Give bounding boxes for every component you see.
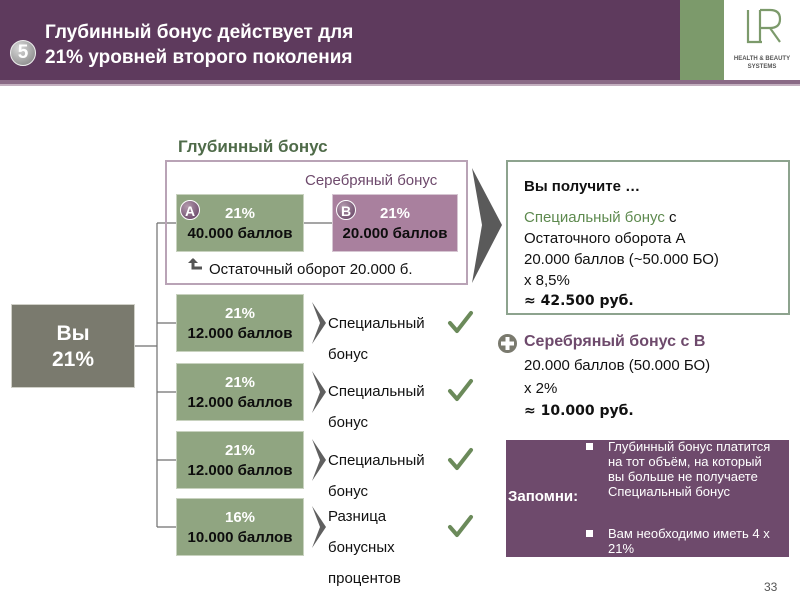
branch-3-label-line1: Специальный xyxy=(328,452,425,469)
lr-logo-mark xyxy=(746,8,782,44)
branch-4-points: 10.000 баллов xyxy=(187,529,293,546)
big-chevron-arrow-icon xyxy=(472,168,502,283)
branch-2-label-line2: бонус xyxy=(328,414,369,431)
logo-sub-line1: HEALTH & BEAUTY xyxy=(733,56,791,62)
branch-1-label-line2: бонус xyxy=(328,346,369,363)
chevron-4 xyxy=(312,506,326,548)
remember-label: Запомни: xyxy=(508,488,579,505)
bullet-square-icon xyxy=(586,443,593,450)
result-line-3: 20.000 баллов (~50.000 БО) xyxy=(524,251,719,268)
branch-box-2: 21% 12.000 баллов xyxy=(176,363,304,421)
branch-4-label-line3: процентов xyxy=(328,570,401,587)
chevron-2 xyxy=(312,371,326,413)
branch-3-label-line2: бонус xyxy=(328,483,369,500)
box-b-points: 20.000 баллов xyxy=(342,225,448,242)
branch-1-label: Специальный бонус xyxy=(328,308,425,370)
branch-3-percent: 21% xyxy=(224,442,256,459)
logo-subtitle: HEALTH & BEAUTY SYSTEMS xyxy=(724,55,800,71)
badge-b: B xyxy=(336,200,356,220)
branch-2-label-line1: Специальный xyxy=(328,383,425,400)
special-bonus-suffix: с xyxy=(664,209,677,226)
you-percent: 21% xyxy=(51,348,95,371)
logo-sub-line2: SYSTEMS xyxy=(747,64,777,70)
branch-box-1: 21% 12.000 баллов xyxy=(176,294,304,352)
branch-2-label: Специальный бонус xyxy=(328,376,425,438)
page-number: 33 xyxy=(764,580,778,594)
branch-2-percent: 21% xyxy=(224,374,256,391)
branch-4-label: Разница бонусных процентов xyxy=(328,501,401,594)
remember-panel xyxy=(506,440,789,557)
box-a-points: 40.000 баллов xyxy=(187,225,293,242)
result-total-2: ≈ 10.000 руб. xyxy=(524,403,634,419)
header-stripe xyxy=(0,80,800,84)
checkmark-icon xyxy=(448,515,473,537)
badge-a: A xyxy=(180,200,200,220)
section-title: Глубинный бонус xyxy=(178,137,328,156)
branch-3-label: Специальный бонус xyxy=(328,445,425,507)
residual-turnover: Остаточный оборот 20.000 б. xyxy=(209,261,413,278)
branch-box-3: 21% 12.000 баллов xyxy=(176,431,304,489)
checkmark-icon xyxy=(448,448,473,470)
result-total-1: ≈ 42.500 руб. xyxy=(524,293,634,309)
plus-icon xyxy=(497,333,518,354)
silver-line-3: x 2% xyxy=(524,380,558,397)
box-a-percent: 21% xyxy=(224,205,256,222)
result-line-1: Специальный бонус с xyxy=(524,207,677,228)
silver-bonus-heading: Серебряный бонус с В xyxy=(524,333,706,350)
remember-item-2: Вам необходимо иметь 4 x 21% xyxy=(586,526,781,556)
branch-1-points: 12.000 баллов xyxy=(187,325,293,342)
logo-accent xyxy=(680,0,724,80)
branch-2-points: 12.000 баллов xyxy=(187,394,293,411)
you-label: Вы xyxy=(56,322,90,345)
special-bonus-label: Специальный бонус xyxy=(524,209,665,226)
silver-line-2: 20.000 баллов (50.000 БО) xyxy=(524,357,711,374)
box-b: 21% 20.000 баллов xyxy=(332,194,458,252)
checkmark-icon xyxy=(448,311,473,333)
slide-number-badge: 5 xyxy=(10,40,36,66)
branch-1-percent: 21% xyxy=(224,305,256,322)
silver-bonus-title: Серебряный бонус xyxy=(305,172,438,189)
chevron-1 xyxy=(312,302,326,344)
you-box: Вы 21% xyxy=(11,304,135,388)
lr-logo: HEALTH & BEAUTY SYSTEMS xyxy=(724,0,800,80)
header-stripe-light xyxy=(0,84,800,86)
return-arrow-icon xyxy=(188,258,202,270)
checkmark-icon xyxy=(448,379,473,401)
branch-1-label-line1: Специальный xyxy=(328,315,425,332)
result-line-2: Остаточного оборота А xyxy=(524,230,686,247)
bullet-square-icon xyxy=(586,530,593,537)
branch-box-4: 16% 10.000 баллов xyxy=(176,498,304,556)
slide-title-line1: Глубинный бонус действует для xyxy=(45,22,354,43)
branch-3-points: 12.000 баллов xyxy=(187,462,293,479)
header-bar xyxy=(0,0,800,86)
box-b-percent: 21% xyxy=(379,205,411,222)
slide-title-line2: 21% уровней второго поколения xyxy=(45,47,353,68)
silver-bonus-frame xyxy=(165,160,468,285)
branch-4-label-line2: бонусных xyxy=(328,539,395,556)
result-line-4: x 8,5% xyxy=(524,272,570,289)
remember-item-2-text: Вам необходимо иметь 4 x 21% xyxy=(608,526,770,556)
slide-title: Глубинный бонус действует для 21% уровне… xyxy=(45,20,645,70)
chevron-3 xyxy=(312,439,326,481)
remember-item-1: Глубинный бонус платится на тот объём, н… xyxy=(586,439,781,499)
result-heading: Вы получите … xyxy=(524,178,641,195)
result-frame xyxy=(506,160,790,315)
branch-4-label-line1: Разница xyxy=(328,508,387,525)
remember-item-1-text: Глубинный бонус платится на тот объём, н… xyxy=(608,439,771,499)
branch-4-percent: 16% xyxy=(224,509,256,526)
